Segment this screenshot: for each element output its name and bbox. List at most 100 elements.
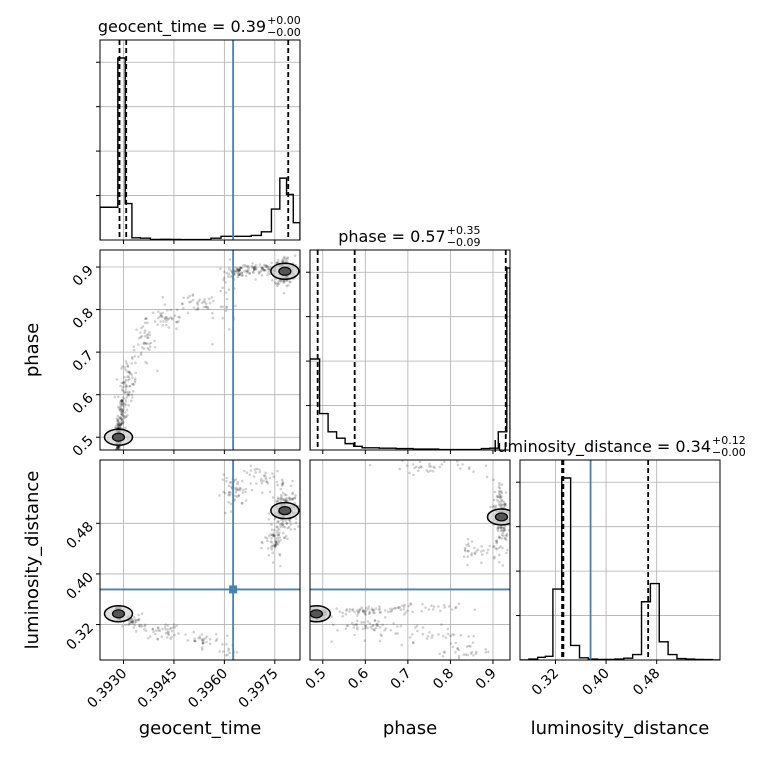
sample-point xyxy=(243,469,246,473)
sample-point xyxy=(341,614,344,618)
sample-point xyxy=(291,492,294,496)
sample-point xyxy=(270,528,274,531)
title-luminosity_distance: luminosity_distance = 0.34 +0.12−0.00 xyxy=(493,434,746,459)
sample-point xyxy=(271,561,275,564)
sample-point xyxy=(484,648,488,651)
sample-point xyxy=(274,540,278,544)
sample-point xyxy=(115,378,119,381)
sample-point xyxy=(244,490,247,494)
sample-point xyxy=(120,388,124,391)
sample-point xyxy=(128,619,131,623)
sample-point xyxy=(255,267,258,270)
sample-point xyxy=(260,477,263,481)
sample-point xyxy=(276,497,280,501)
histogram-geocent_time xyxy=(100,57,300,240)
sample-point xyxy=(498,492,501,495)
sample-point xyxy=(279,280,283,283)
sample-point xyxy=(238,268,242,272)
sample-point xyxy=(497,500,501,503)
sample-point xyxy=(117,423,121,426)
sample-point xyxy=(276,534,279,537)
sample-point xyxy=(116,446,120,450)
sample-point xyxy=(116,445,119,449)
sample-point xyxy=(471,641,475,644)
sample-point xyxy=(219,305,223,309)
sample-point xyxy=(293,501,297,505)
sample-point xyxy=(120,417,123,421)
sample-point xyxy=(201,638,204,642)
sample-point xyxy=(227,649,230,652)
xtick-label: 0.40 xyxy=(580,666,613,699)
sample-point xyxy=(206,305,210,309)
sample-point xyxy=(246,269,249,273)
sample-point xyxy=(335,607,338,610)
sample-point xyxy=(223,491,227,495)
sample-point xyxy=(412,641,415,645)
sample-point xyxy=(163,316,167,320)
sample-point xyxy=(236,488,240,491)
sample-point xyxy=(280,522,284,526)
sample-point xyxy=(234,478,238,481)
sample-point xyxy=(121,400,124,403)
sample-point xyxy=(252,266,256,269)
sample-point xyxy=(134,630,138,633)
sample-point xyxy=(162,320,165,323)
sample-point xyxy=(144,317,148,320)
sample-point xyxy=(437,605,440,608)
sample-point xyxy=(115,447,119,450)
sample-point xyxy=(120,381,124,385)
sample-point xyxy=(135,618,138,622)
sample-point xyxy=(182,296,185,300)
sample-point xyxy=(160,635,163,638)
sample-point xyxy=(498,504,501,507)
sample-point xyxy=(499,505,503,508)
sample-point xyxy=(454,650,457,654)
sample-point xyxy=(506,548,509,552)
xtick-label: 0.9 xyxy=(473,666,500,693)
sample-point xyxy=(223,270,226,274)
sample-point xyxy=(287,496,291,500)
sample-point xyxy=(194,639,197,643)
sample-point xyxy=(123,380,127,384)
sample-point xyxy=(427,608,431,611)
sample-point xyxy=(115,423,119,426)
sample-point xyxy=(472,634,475,638)
sample-point xyxy=(500,525,504,529)
sample-point xyxy=(117,424,120,427)
sample-point xyxy=(146,347,150,350)
sample-point xyxy=(284,493,288,497)
xtick-label: 0.48 xyxy=(630,666,663,699)
histogram-phase xyxy=(310,267,510,450)
sample-point xyxy=(133,623,136,627)
sample-point xyxy=(281,491,285,495)
sample-point xyxy=(128,622,131,626)
sample-point xyxy=(380,634,384,638)
sample-point xyxy=(120,410,124,413)
sample-point xyxy=(170,635,173,639)
sample-point xyxy=(148,330,151,334)
sample-point xyxy=(167,317,171,320)
sample-point xyxy=(412,473,415,477)
sample-point xyxy=(378,611,382,615)
sample-point xyxy=(264,471,267,475)
sample-point xyxy=(393,606,396,610)
sample-point xyxy=(454,606,457,610)
sample-point xyxy=(373,619,377,622)
sample-point xyxy=(272,528,276,532)
sample-point xyxy=(262,269,266,272)
sample-point xyxy=(124,368,127,372)
sample-point xyxy=(487,650,490,654)
sample-point xyxy=(147,342,151,345)
sample-point xyxy=(467,549,470,553)
sample-point xyxy=(166,308,169,312)
sample-point xyxy=(500,536,504,540)
sample-point xyxy=(124,403,128,406)
sample-point xyxy=(276,499,280,503)
sample-point xyxy=(186,311,190,315)
sample-point xyxy=(239,266,242,269)
sample-point xyxy=(394,632,397,635)
sample-point xyxy=(131,618,134,622)
sample-point xyxy=(285,279,288,283)
panel-2d-luminosity_distance_vs_phase xyxy=(309,459,511,661)
sample-point xyxy=(202,300,205,303)
